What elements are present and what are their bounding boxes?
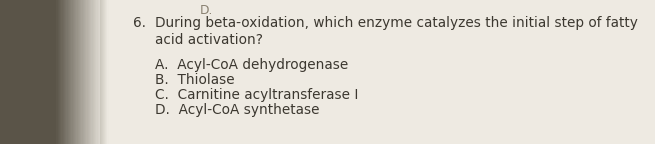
Bar	[95, 0, 97, 144]
Bar	[103, 0, 106, 144]
Bar	[73, 0, 75, 144]
Bar	[100, 0, 655, 144]
Bar	[102, 0, 103, 144]
Bar	[90, 0, 92, 144]
Bar	[103, 0, 105, 144]
Bar	[102, 0, 103, 144]
Bar	[84, 0, 86, 144]
Text: A.  Acyl-CoA dehydrogenase: A. Acyl-CoA dehydrogenase	[155, 58, 348, 72]
Bar	[75, 0, 77, 144]
Bar	[67, 0, 69, 144]
Bar	[98, 0, 100, 144]
Bar	[56, 0, 58, 144]
Bar	[107, 0, 109, 144]
Bar	[65, 0, 67, 144]
Bar	[76, 0, 79, 144]
Bar	[69, 0, 71, 144]
Text: D.  Acyl-CoA synthetase: D. Acyl-CoA synthetase	[155, 103, 320, 117]
Bar	[59, 0, 61, 144]
Bar	[80, 0, 83, 144]
Bar	[62, 0, 65, 144]
Bar	[103, 0, 105, 144]
Bar	[96, 0, 98, 144]
Bar	[102, 0, 103, 144]
Bar	[106, 0, 107, 144]
Bar	[99, 0, 101, 144]
Bar	[66, 0, 69, 144]
Bar	[94, 0, 96, 144]
Bar	[101, 0, 103, 144]
Bar	[62, 0, 64, 144]
Bar	[91, 0, 94, 144]
Bar	[100, 0, 102, 144]
Text: D.: D.	[200, 4, 214, 17]
Bar	[100, 0, 102, 144]
Bar	[81, 0, 83, 144]
Bar	[100, 0, 102, 144]
Bar	[88, 0, 91, 144]
Bar	[74, 0, 76, 144]
Text: B.  Thiolase: B. Thiolase	[155, 73, 234, 87]
Bar	[86, 0, 88, 144]
Bar	[55, 0, 57, 144]
Text: During beta-oxidation, which enzyme catalyzes the initial step of fatty: During beta-oxidation, which enzyme cata…	[155, 16, 638, 30]
Bar	[106, 0, 108, 144]
Bar	[77, 0, 80, 144]
Bar	[105, 0, 107, 144]
Bar	[92, 0, 95, 144]
Bar	[79, 0, 81, 144]
Text: 6.: 6.	[133, 16, 146, 30]
Bar	[70, 0, 72, 144]
Bar	[85, 0, 87, 144]
Bar	[88, 0, 90, 144]
Bar	[102, 0, 105, 144]
Bar	[0, 0, 55, 144]
Bar	[83, 0, 84, 144]
Bar	[107, 0, 109, 144]
Bar	[71, 0, 73, 144]
Bar	[60, 0, 62, 144]
Bar	[103, 0, 104, 144]
Bar	[58, 0, 60, 144]
Bar	[104, 0, 106, 144]
Bar	[64, 0, 66, 144]
Bar	[105, 0, 106, 144]
Text: C.  Carnitine acyltransferase I: C. Carnitine acyltransferase I	[155, 88, 358, 102]
Text: acid activation?: acid activation?	[155, 33, 263, 47]
